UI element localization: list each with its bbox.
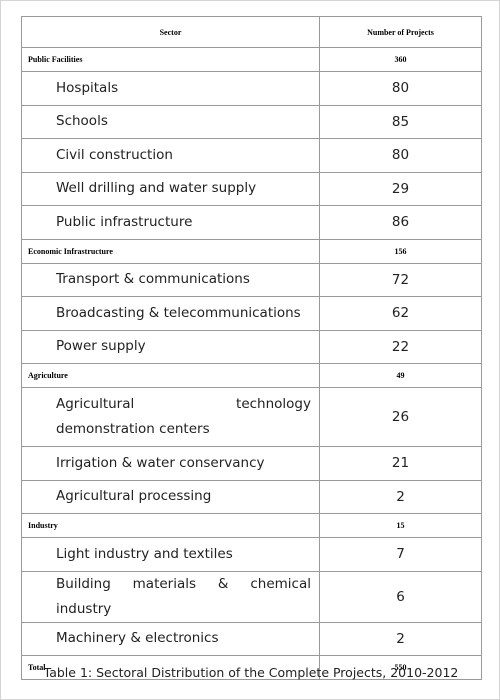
item-row: Building materials & chemical industry 6	[21, 570, 482, 623]
item-row: Agricultural technology demonstration ce…	[21, 387, 482, 447]
item-row: Public infrastructure 86	[21, 205, 482, 240]
sector-name: Schools	[21, 104, 320, 139]
total-value: 550	[319, 655, 482, 680]
sector-name: Well drilling and water supply	[21, 171, 320, 206]
project-count: 80	[319, 138, 482, 173]
item-row: Power supply 22	[21, 329, 482, 364]
header-row: Sector Number of Projects	[21, 16, 482, 48]
project-count: 2	[319, 479, 482, 514]
project-count: 86	[319, 205, 482, 240]
sector-name: Transport & communications	[21, 262, 320, 297]
group-total: 360	[319, 47, 482, 72]
header-cell: Sector	[21, 16, 320, 48]
project-count: 6	[319, 570, 482, 623]
project-count: 22	[319, 329, 482, 364]
total-label: Total	[21, 655, 320, 680]
group-row: Public Facilities 360	[21, 47, 482, 72]
group-row: Agriculture 49	[21, 363, 482, 388]
sector-name: Irrigation & water conservancy	[21, 446, 320, 481]
group-name: Economic Infrastructure	[21, 238, 320, 264]
sector-name: Agricultural technology demonstration ce…	[21, 387, 320, 447]
item-row: Transport & communications 72	[21, 262, 482, 297]
sector-name: Broadcasting & telecommunications	[21, 296, 320, 331]
group-row: Economic Infrastructure 156	[21, 238, 482, 264]
item-row: Machinery & electronics 2	[21, 621, 482, 656]
project-count: 21	[319, 446, 482, 481]
group-total: 49	[319, 363, 482, 388]
sector-name: Light industry and textiles	[21, 537, 320, 572]
sector-name: Agricultural processing	[21, 479, 320, 514]
project-count: 62	[319, 296, 482, 331]
item-row: Schools 85	[21, 104, 482, 139]
group-name: Agriculture	[21, 363, 320, 388]
sector-name: Power supply	[21, 329, 320, 364]
group-name: Industry	[21, 513, 320, 538]
item-row: Light industry and textiles 7	[21, 537, 482, 572]
group-total: 156	[319, 238, 482, 264]
project-count: 85	[319, 104, 482, 139]
item-row: Hospitals 80	[21, 71, 482, 106]
sector-table: Sector Number of Projects Public Facilitie…	[21, 16, 482, 680]
project-count: 26	[319, 387, 482, 447]
project-count: 72	[319, 262, 482, 297]
sector-name: Civil construction	[21, 138, 320, 173]
total-row: Total 550	[21, 655, 482, 680]
header-cell: Number of Projects	[319, 16, 482, 48]
sector-name: Public infrastructure	[21, 205, 320, 240]
item-row: Civil construction 80	[21, 138, 482, 173]
sector-name: Machinery & electronics	[21, 621, 320, 656]
sector-name: Hospitals	[21, 71, 320, 106]
item-row: Agricultural processing 2	[21, 479, 482, 514]
group-total: 15	[319, 513, 482, 538]
caption: Table 1: Sectoral Distribution of the Co…	[43, 665, 459, 680]
group-name: Public Facilities	[21, 47, 320, 72]
sector-name: Building materials & chemical industry	[21, 570, 320, 623]
project-count: 2	[319, 621, 482, 656]
item-row: Well drilling and water supply 29	[21, 171, 482, 206]
project-count: 29	[319, 171, 482, 206]
project-count: 80	[319, 71, 482, 106]
item-row: Broadcasting & telecommunications 62	[21, 296, 482, 331]
project-count: 7	[319, 537, 482, 572]
group-row: Industry 15	[21, 513, 482, 538]
item-row: Irrigation & water conservancy 21	[21, 446, 482, 481]
